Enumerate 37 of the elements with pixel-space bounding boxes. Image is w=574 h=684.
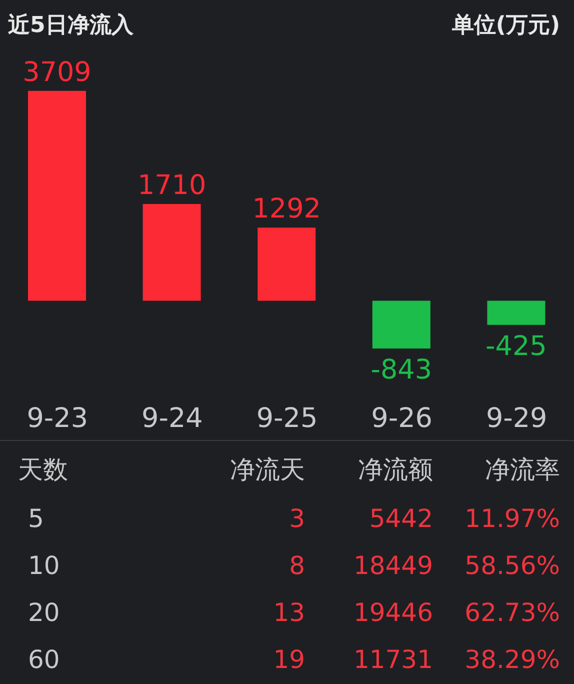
text: 净流额 [358,455,433,484]
data-label: 19446 [353,598,433,627]
category-label: 60 [28,645,60,674]
data-label: 11731 [353,645,433,674]
x-tick-label: 9-25 [256,403,318,434]
chart-title: 近5日净流入 [8,12,134,40]
data-label: 3709 [22,56,92,88]
data-label: 62.73% [464,598,560,627]
data-label: 1292 [252,194,321,225]
data-label: 3 [289,504,305,533]
category-label: 20 [28,598,60,627]
data-label: 8 [289,551,305,580]
data-label: 58.56% [464,551,560,580]
bar [258,228,316,301]
data-label: -425 [486,330,547,362]
data-label: -843 [370,354,432,386]
category-label: 10 [28,551,60,580]
text: 天数 [18,455,68,484]
data-label: 11.97% [464,504,560,533]
bar [28,90,86,301]
text: 净流天 [230,455,305,484]
data-label: 5442 [369,504,433,533]
x-tick-label: 9-24 [142,403,203,434]
chart-subtitle: 单位(万元) [452,12,560,40]
bar [372,300,430,348]
data-label: 13 [273,598,305,627]
data-label: 19 [273,645,305,674]
data-label: 1710 [137,170,206,202]
x-tick-label: 9-23 [26,403,88,434]
data-label: 38.29% [464,645,560,674]
x-tick-label: 9-26 [371,403,432,434]
data-label: 18449 [353,551,433,580]
category-label: 5 [28,504,44,533]
bar [487,300,546,325]
x-tick-label: 9-29 [486,403,548,434]
text: 净流率 [485,455,560,484]
bar [142,204,201,301]
